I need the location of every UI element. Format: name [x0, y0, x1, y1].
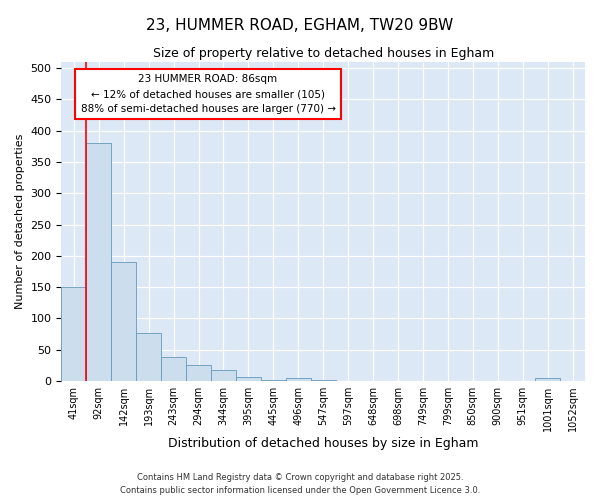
Bar	[311, 380, 335, 381]
Bar	[535, 378, 560, 381]
Text: Contains HM Land Registry data © Crown copyright and database right 2025.
Contai: Contains HM Land Registry data © Crown c…	[120, 474, 480, 495]
Bar	[61, 287, 86, 381]
Bar	[111, 262, 136, 381]
Y-axis label: Number of detached properties: Number of detached properties	[15, 134, 25, 309]
Bar	[136, 333, 161, 381]
Bar	[211, 370, 236, 381]
Bar	[261, 380, 286, 381]
Title: Size of property relative to detached houses in Egham: Size of property relative to detached ho…	[152, 48, 494, 60]
X-axis label: Distribution of detached houses by size in Egham: Distribution of detached houses by size …	[168, 437, 478, 450]
Bar	[186, 366, 211, 381]
Text: 23, HUMMER ROAD, EGHAM, TW20 9BW: 23, HUMMER ROAD, EGHAM, TW20 9BW	[146, 18, 454, 32]
Bar	[236, 376, 261, 381]
Bar	[86, 143, 111, 381]
Bar	[161, 358, 186, 381]
Text: 23 HUMMER ROAD: 86sqm
← 12% of detached houses are smaller (105)
88% of semi-det: 23 HUMMER ROAD: 86sqm ← 12% of detached …	[80, 74, 335, 114]
Bar	[286, 378, 311, 381]
